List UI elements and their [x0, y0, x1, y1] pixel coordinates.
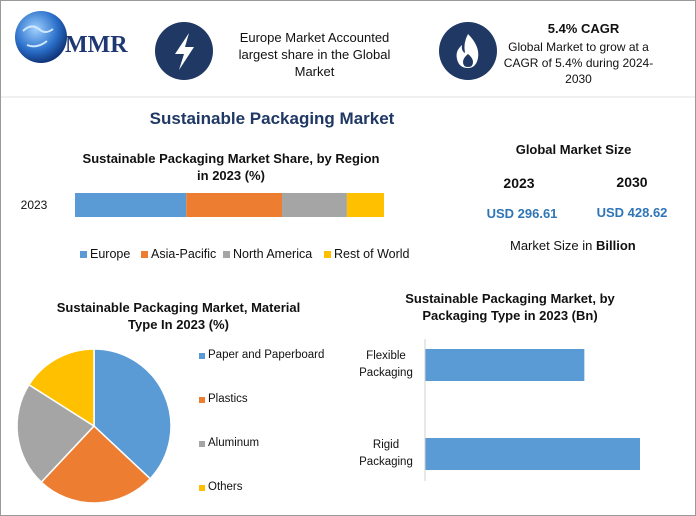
chart-title: Sustainable Packaging Market, Material T…: [56, 300, 301, 332]
market-note: Market Size in Billion: [510, 237, 636, 254]
bar: [425, 438, 640, 470]
market-value: USD 428.62: [596, 205, 668, 220]
icon-flame: [456, 34, 479, 68]
legend-label: Aluminum: [208, 437, 260, 449]
legend-swatch: [324, 251, 331, 258]
legend-label: Plastics: [208, 393, 248, 405]
legend-label: Europe: [90, 247, 131, 261]
y-tick-label: 2023: [20, 198, 48, 212]
highlight-text: Europe Market Accounted largest share in…: [238, 30, 391, 79]
pie-slice: [40, 424, 152, 504]
cagr-text: Global Market to grow at a CAGR of 5.4% …: [503, 40, 654, 86]
bar-segment: [346, 193, 384, 217]
market-value: USD 296.61: [486, 206, 558, 221]
legend-swatch: [141, 251, 148, 258]
logo-text: MMR: [65, 32, 128, 58]
logo-globe: [15, 11, 67, 63]
y-tick-label: Flexible Packaging: [359, 350, 413, 379]
market-year: 2030: [616, 174, 648, 190]
cagr-title: 5.4% CAGR: [547, 21, 620, 36]
y-tick-label: Rigid Packaging: [359, 439, 413, 468]
chart-title: Sustainable Packaging Market Share, by R…: [82, 151, 380, 183]
legend-swatch: [199, 485, 205, 491]
legend-label: Rest of World: [334, 247, 410, 261]
legend-label: Paper and Paperboard: [208, 349, 325, 361]
bar: [425, 349, 585, 381]
legend-label: Others: [208, 481, 243, 493]
legend-swatch: [199, 397, 205, 403]
bar-segment: [186, 193, 283, 217]
bar-segment: [75, 193, 187, 217]
icon-bolt: [175, 33, 194, 70]
market-note-text: Market Size in: [510, 238, 593, 253]
legend-swatch: [223, 251, 230, 258]
market-size-title: Global Market Size: [515, 142, 632, 157]
pie-slice: [93, 348, 172, 480]
legend-swatch: [199, 441, 205, 447]
chart-title: Sustainable Packaging Market, by Packagi…: [405, 291, 615, 323]
legend-swatch: [199, 353, 205, 359]
market-note-unit: Billion: [596, 238, 636, 253]
main-title: Sustainable Packaging Market: [149, 109, 395, 128]
bar-segment: [282, 193, 347, 217]
legend-label: North America: [233, 247, 313, 261]
pie-slice: [27, 348, 95, 428]
legend-swatch: [80, 251, 87, 258]
pie-slice: [16, 383, 96, 484]
logo-globe-lines: [22, 25, 54, 48]
market-year: 2023: [503, 175, 535, 191]
icon-flame-core: [463, 54, 473, 67]
legend-label: Asia-Pacific: [151, 247, 217, 261]
